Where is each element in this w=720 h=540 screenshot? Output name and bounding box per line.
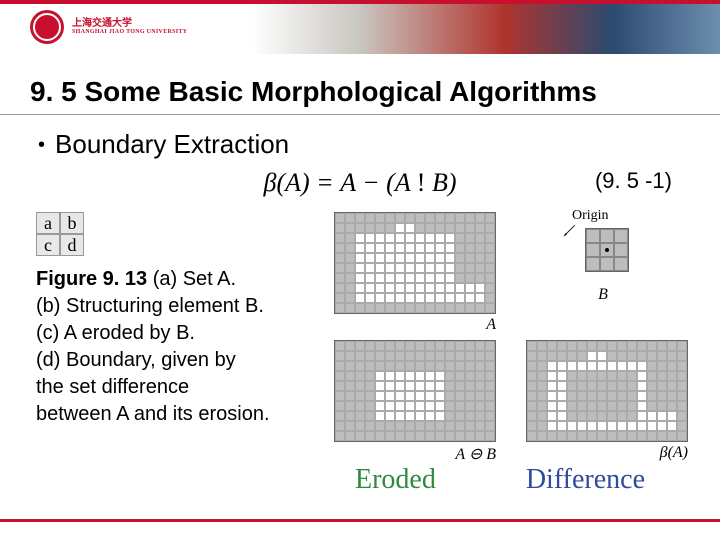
caption-d: (d) Boundary, given by: [36, 349, 236, 371]
university-logo: 上海交通大学 SHANGHAI JIAO TONG UNIVERSITY: [30, 10, 187, 44]
equation: β(A) = A − (A ! B): [264, 168, 457, 198]
key-c: c: [36, 234, 60, 256]
logo-seal-icon: [30, 10, 64, 44]
caption-c: (c) A eroded by B.: [36, 322, 195, 344]
panel-eroded: A ⊖ B: [326, 340, 504, 464]
bullet-item: • Boundary Extraction: [0, 115, 720, 160]
label-structuring-element: B: [598, 286, 616, 304]
content-row: a b c d Figure 9. 13 (a) Set A. (b) Stru…: [0, 198, 720, 464]
caption-a: (a) Set A.: [147, 268, 236, 290]
bottom-labels: Eroded Difference: [0, 464, 720, 496]
header-band: 上海交通大学 SHANGHAI JIAO TONG UNIVERSITY: [0, 0, 720, 54]
university-name-en: SHANGHAI JIAO TONG UNIVERSITY: [72, 29, 187, 36]
key-b: b: [60, 212, 84, 234]
equation-row: β(A) = A − (A ! B) (9. 5 -1): [0, 160, 720, 198]
label-set-a: A: [486, 316, 504, 334]
grid-structuring-element: [585, 228, 629, 272]
slide-title: 9. 5 Some Basic Morphological Algorithms: [0, 54, 720, 115]
equation-number: (9. 5 -1): [595, 168, 672, 194]
footer-divider: [0, 519, 720, 522]
caption-f: between A and its erosion.: [36, 403, 270, 425]
panel-boundary: β(A): [518, 340, 696, 464]
difference-label: Difference: [526, 464, 645, 496]
label-boundary: β(A): [660, 444, 696, 462]
panel-set-a: A: [326, 212, 504, 334]
caption-b: (b) Structuring element B.: [36, 295, 264, 317]
eroded-label: Eroded: [355, 464, 436, 496]
bullet-text: Boundary Extraction: [55, 129, 289, 159]
origin-arrow-icon: [562, 224, 576, 238]
grid-set-a: [334, 212, 496, 314]
bullet-dot-icon: •: [38, 134, 45, 156]
university-name-cn: 上海交通大学: [72, 18, 187, 29]
grid-eroded: [334, 340, 496, 442]
grid-boundary: [526, 340, 688, 442]
caption-e: the set difference: [36, 376, 189, 398]
label-eroded: A ⊖ B: [455, 444, 504, 464]
figure-label: Figure 9. 13: [36, 268, 147, 290]
key-a: a: [36, 212, 60, 234]
figure-caption: Figure 9. 13 (a) Set A. (b) Structuring …: [36, 266, 312, 428]
origin-label: Origin: [572, 208, 609, 224]
key-d: d: [60, 234, 84, 256]
subfigure-key-table: a b c d: [36, 212, 312, 256]
panel-structuring-element: Origin B: [518, 212, 696, 334]
